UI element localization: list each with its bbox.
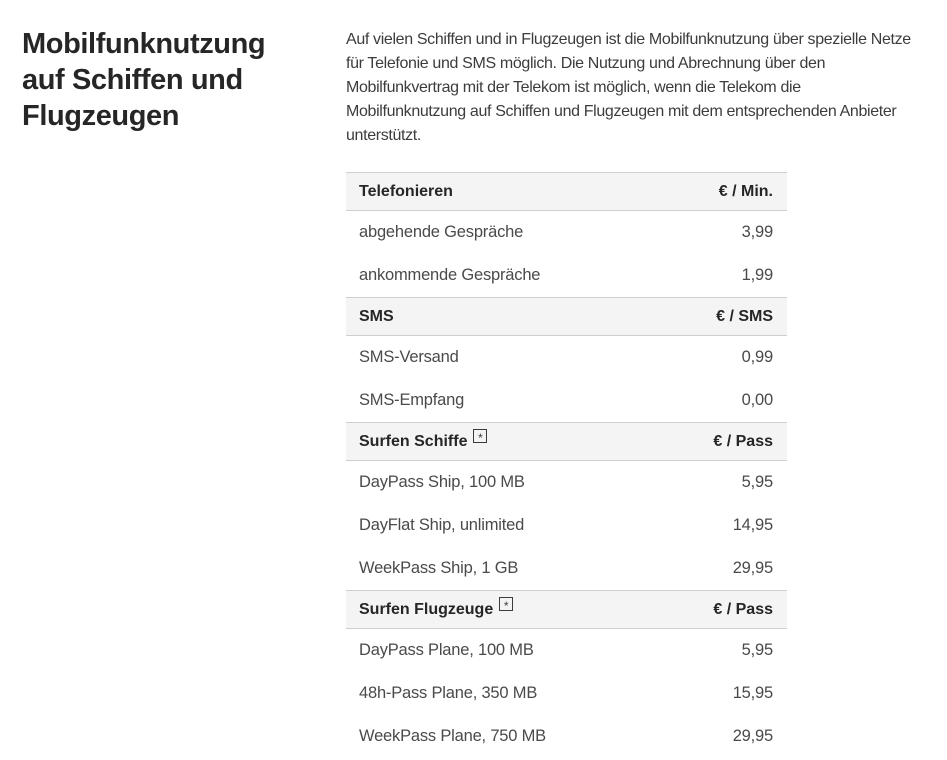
section-header-unit: € / SMS <box>716 307 773 325</box>
table-row: DayPass Plane, 100 MB 5,95 <box>346 629 787 672</box>
row-price: 0,99 <box>741 348 774 366</box>
section-header-left: Telefonieren <box>359 183 453 201</box>
table-row: abgehende Gespräche 3,99 <box>346 211 787 254</box>
section-header-left: Surfen Schiffe * <box>359 428 488 451</box>
section-header-label: Telefonieren <box>359 182 453 200</box>
intro-line: Mobilfunknutzung auf Schiffen und Flugze… <box>346 103 897 120</box>
row-price: 29,95 <box>732 559 773 577</box>
page-title: Mobilfunknutzung auf Schiffen und Flugze… <box>22 28 266 132</box>
row-price: 3,99 <box>741 223 774 241</box>
table-row: SMS-Empfang 0,00 <box>346 379 787 422</box>
intro-line: Auf vielen Schiffen und in Flugzeugen is… <box>346 31 911 48</box>
intro-line: für Telefonie und SMS möglich. Die Nutzu… <box>346 55 826 72</box>
row-label: SMS-Empfang <box>359 391 465 409</box>
table-row: DayPass Ship, 100 MB 5,95 <box>346 461 787 504</box>
section-header-left: SMS <box>359 308 394 326</box>
row-price: 1,99 <box>741 266 774 284</box>
table-row: ankommende Gespräche 1,99 <box>346 254 787 297</box>
section-header-label: Surfen Schiffe <box>359 432 468 450</box>
row-label: abgehende Gespräche <box>359 223 524 241</box>
section-header-unit: € / Min. <box>718 182 773 200</box>
row-price: 5,95 <box>741 473 774 491</box>
table-row: WeekPass Ship, 1 GB 29,95 <box>346 547 787 590</box>
row-price: 15,95 <box>732 684 773 702</box>
table-row: WeekPass Plane, 750 MB 29,95 <box>346 715 787 758</box>
row-label: DayPass Plane, 100 MB <box>359 641 534 659</box>
table-section-header: Telefonieren € / Min. <box>346 172 787 211</box>
footnote-link[interactable]: * <box>499 596 514 611</box>
section-header-unit: € / Pass <box>713 600 773 618</box>
row-label: WeekPass Ship, 1 GB <box>359 559 519 577</box>
row-label: SMS-Versand <box>359 348 459 366</box>
row-label: ankommende Gespräche <box>359 266 541 284</box>
asterisk-icon: * <box>503 598 509 611</box>
title-column: Mobilfunknutzung auf Schiffen und Flugze… <box>22 26 314 134</box>
footnote-link[interactable]: * <box>473 428 488 443</box>
section-header-left: Surfen Flugzeuge * <box>359 596 514 619</box>
section-header-label: Surfen Flugzeuge <box>359 600 494 618</box>
row-label: DayFlat Ship, unlimited <box>359 516 525 534</box>
row-price: 14,95 <box>732 516 773 534</box>
table-row: 48h-Pass Plane, 350 MB 15,95 <box>346 672 787 715</box>
content-column: Auf vielen Schiffen und in Flugzeugen is… <box>346 28 947 758</box>
table-row: DayFlat Ship, unlimited 14,95 <box>346 504 787 547</box>
table-section-header: Surfen Flugzeuge * € / Pass <box>346 590 787 629</box>
asterisk-icon: * <box>478 430 483 443</box>
row-label: DayPass Ship, 100 MB <box>359 473 525 491</box>
row-label: WeekPass Plane, 750 MB <box>359 727 546 745</box>
section-header-label: SMS <box>359 307 394 325</box>
row-price: 29,95 <box>732 727 773 745</box>
intro-line: unterstützt. <box>346 127 421 144</box>
intro-paragraph: Auf vielen Schiffen und in Flugzeugen is… <box>346 28 947 148</box>
table-row: SMS-Versand 0,99 <box>346 336 787 379</box>
price-table: Telefonieren € / Min. abgehende Gespräche 3… <box>346 172 787 758</box>
row-price: 0,00 <box>741 391 774 409</box>
row-label: 48h-Pass Plane, 350 MB <box>359 684 538 702</box>
row-price: 5,95 <box>741 641 774 659</box>
intro-line: Mobilfunkvertrag mit der Telekom ist mög… <box>346 79 801 96</box>
table-section-header: SMS € / SMS <box>346 297 787 336</box>
section-header-unit: € / Pass <box>713 432 773 450</box>
table-section-header: Surfen Schiffe * € / Pass <box>346 422 787 461</box>
